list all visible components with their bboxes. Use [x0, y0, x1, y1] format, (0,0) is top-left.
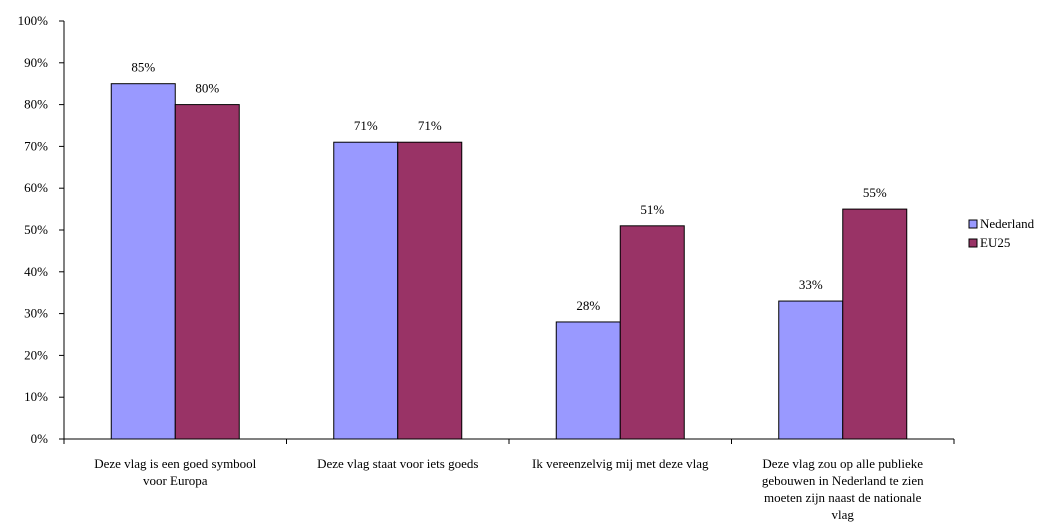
- data-label-nederland-2: 71%: [354, 118, 378, 133]
- y-tick-label: 100%: [18, 13, 49, 28]
- y-tick-label: 50%: [24, 222, 48, 237]
- bar-nederland-1: [110, 83, 176, 440]
- category-label-3: Ik vereenzelvig mij met deze vlag: [532, 456, 709, 471]
- data-label-eu25-2: 71%: [418, 118, 442, 133]
- category-label-2: Deze vlag staat voor iets goeds: [317, 456, 478, 471]
- category-labels: Deze vlag is een goed symbool voor Europa…: [94, 456, 924, 522]
- y-tick-label: 90%: [24, 55, 48, 70]
- bar-eu25-4: [842, 208, 908, 440]
- data-label-nederland-3: 28%: [576, 298, 600, 313]
- bar-nederland-4: [778, 300, 844, 440]
- legend: Nederland EU25: [968, 216, 1035, 250]
- data-label-eu25-1: 80%: [195, 81, 219, 96]
- legend-label-nederland: Nederland: [980, 216, 1035, 231]
- y-tick-label: 70%: [24, 138, 48, 153]
- data-labels: 85% 80% 71% 71% 28% 51% 33% 55%: [131, 60, 887, 313]
- bar-nederland-2: [333, 141, 399, 440]
- data-label-nederland-4: 33%: [799, 277, 823, 292]
- data-label-eu25-3: 51%: [640, 202, 664, 217]
- y-tick-label: 40%: [24, 264, 48, 279]
- category-label-4: Deze vlag zou op alle publieke gebouwen i…: [762, 456, 924, 522]
- category-label-1: Deze vlag is een goed symbool voor Europa: [94, 456, 256, 488]
- x-axis: [63, 438, 955, 444]
- y-tick-label: 30%: [24, 306, 48, 321]
- data-label-nederland-1: 85%: [131, 60, 155, 75]
- y-tick-label: 0%: [31, 431, 49, 446]
- bar-eu25-2: [397, 141, 463, 440]
- y-tick-label: 80%: [24, 97, 48, 112]
- y-tick-label: 60%: [24, 180, 48, 195]
- legend-swatch-nederland: [968, 219, 978, 229]
- bars: [110, 83, 908, 440]
- legend-swatch-eu25: [968, 238, 978, 248]
- y-tick-label: 20%: [24, 347, 48, 362]
- y-tick-label: 10%: [24, 389, 48, 404]
- legend-label-eu25: EU25: [980, 235, 1010, 250]
- bar-nederland-3: [555, 321, 621, 440]
- bar-eu25-3: [619, 225, 685, 440]
- bar-eu25-1: [174, 104, 240, 440]
- data-label-eu25-4: 55%: [863, 185, 887, 200]
- y-axis: 0% 10% 20% 30% 40% 50% 60% 70% 80% 90% 100%: [18, 13, 65, 446]
